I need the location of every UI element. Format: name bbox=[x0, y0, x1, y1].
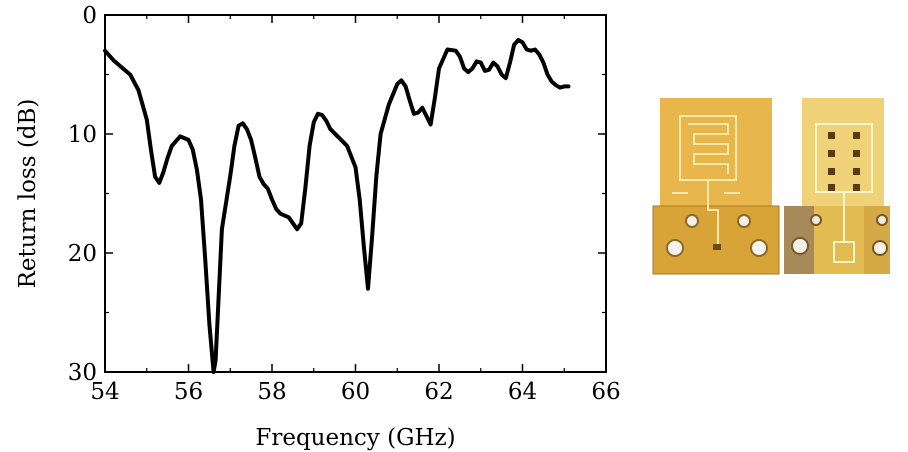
x-tick-label: 62 bbox=[424, 379, 453, 405]
x-axis-title: Frequency (GHz) bbox=[255, 425, 455, 451]
antenna-prototype-photo bbox=[652, 98, 890, 275]
series-line bbox=[103, 38, 571, 374]
y-tick-label: 10 bbox=[68, 122, 97, 148]
y-tick-label: 0 bbox=[82, 3, 97, 29]
antenna-board-left bbox=[652, 98, 780, 275]
y-tick-label: 20 bbox=[68, 241, 97, 267]
plot-frame bbox=[104, 14, 607, 373]
x-tick-label: 64 bbox=[508, 379, 537, 405]
y-axis-title: Return loss (dB) bbox=[15, 99, 41, 289]
y-tick-label: 30 bbox=[68, 360, 97, 386]
x-tick-label: 60 bbox=[341, 379, 370, 405]
x-tick-label: 56 bbox=[174, 379, 203, 405]
antenna-board-right bbox=[784, 98, 890, 274]
x-tick-label: 58 bbox=[257, 379, 286, 405]
x-tick-label: 66 bbox=[591, 379, 620, 405]
x-tick-label: 54 bbox=[90, 379, 119, 405]
